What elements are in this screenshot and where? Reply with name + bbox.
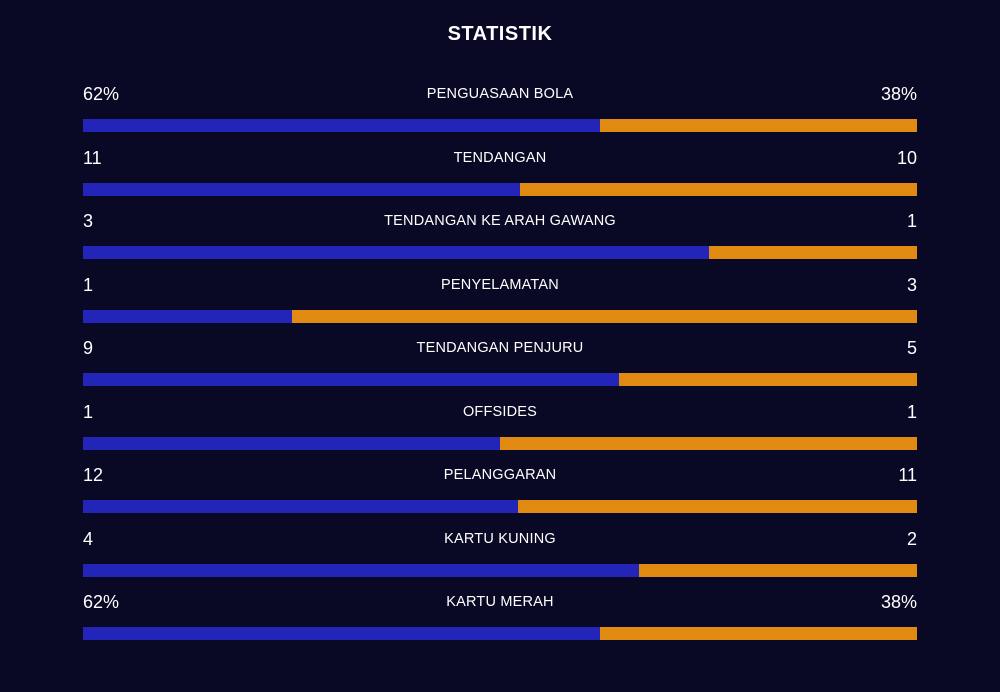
home-value: 62% — [83, 84, 120, 104]
stat-label: KARTU KUNING — [444, 530, 556, 547]
stat-row-shots-on-target: 3 TENDANGAN KE ARAH GAWANG 1 — [83, 208, 917, 272]
stat-row-corners: 9 TENDANGAN PENJURU 5 — [83, 335, 917, 399]
stats-list: 62% PENGUASAAN BOLA 38% 11 TENDANGAN 10 … — [83, 81, 917, 653]
home-bar — [83, 436, 500, 450]
stat-label: OFFSIDES — [462, 403, 538, 420]
away-value: 2 — [906, 528, 917, 549]
home-bar — [83, 373, 620, 386]
away-bar — [600, 627, 917, 640]
away-bar — [639, 563, 917, 577]
home-bar — [83, 627, 601, 640]
home-bar — [83, 500, 519, 513]
stat-bar — [83, 309, 917, 323]
stat-bar — [83, 627, 917, 640]
home-bar — [83, 182, 521, 196]
home-value: 1 — [83, 401, 94, 422]
stat-bar — [83, 246, 917, 259]
stat-bar — [83, 373, 917, 386]
away-bar — [619, 373, 917, 386]
away-value: 38% — [880, 592, 917, 612]
home-value: 4 — [83, 528, 94, 549]
stat-bar — [83, 436, 917, 450]
away-value: 5 — [906, 338, 917, 358]
home-value: 9 — [83, 338, 94, 358]
stats-title: STATISTIK — [447, 23, 553, 45]
away-value: 10 — [896, 147, 917, 168]
home-bar — [83, 309, 292, 323]
home-bar — [83, 563, 640, 577]
stat-label: KARTU MERAH — [446, 594, 554, 610]
stat-label: PELANGGARAN — [443, 467, 557, 483]
stat-bar — [83, 563, 917, 577]
away-bar — [600, 119, 917, 132]
stat-row-offsides: 1 OFFSIDES 1 — [83, 399, 917, 463]
stat-bar — [83, 182, 917, 196]
stat-label: PENGUASAAN BOLA — [426, 86, 574, 102]
stat-bar — [83, 500, 917, 513]
away-bar — [520, 182, 917, 196]
away-value: 38% — [880, 84, 917, 104]
away-value: 1 — [906, 401, 917, 422]
home-bar — [83, 119, 601, 132]
stat-row-fouls: 12 PELANGGARAN 11 — [83, 462, 917, 526]
stat-row-shots: 11 TENDANGAN 10 — [83, 145, 917, 209]
away-bar — [518, 500, 917, 513]
stat-row-possession: 62% PENGUASAAN BOLA 38% — [83, 81, 917, 145]
home-value: 12 — [83, 465, 104, 485]
stat-label: TENDANGAN PENJURU — [416, 340, 584, 356]
stat-label: TENDANGAN — [453, 149, 547, 166]
home-value: 62% — [83, 592, 120, 612]
away-bar — [500, 436, 917, 450]
home-bar — [83, 246, 709, 259]
away-value: 11 — [898, 465, 917, 485]
stat-label: PENYELAMATAN — [441, 276, 559, 293]
home-value: 1 — [83, 274, 94, 295]
home-value: 3 — [83, 211, 94, 231]
away-bar — [291, 309, 917, 323]
stat-row-saves: 1 PENYELAMATAN 3 — [83, 272, 917, 336]
home-value: 11 — [83, 147, 102, 168]
stat-row-red-cards: 62% KARTU MERAH 38% — [83, 589, 917, 653]
away-bar — [708, 246, 917, 259]
away-value: 1 — [906, 211, 917, 231]
stat-bar — [83, 119, 917, 132]
away-value: 3 — [906, 274, 917, 295]
stat-row-yellow-cards: 4 KARTU KUNING 2 — [83, 526, 917, 590]
stat-label: TENDANGAN KE ARAH GAWANG — [384, 213, 616, 229]
